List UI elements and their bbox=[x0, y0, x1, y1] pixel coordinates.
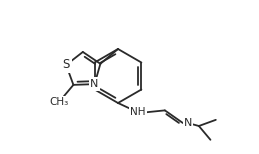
Text: NH: NH bbox=[130, 107, 146, 117]
Text: CH₃: CH₃ bbox=[50, 97, 69, 107]
Text: N: N bbox=[184, 118, 192, 128]
Text: N: N bbox=[90, 79, 99, 89]
Text: S: S bbox=[62, 59, 70, 71]
